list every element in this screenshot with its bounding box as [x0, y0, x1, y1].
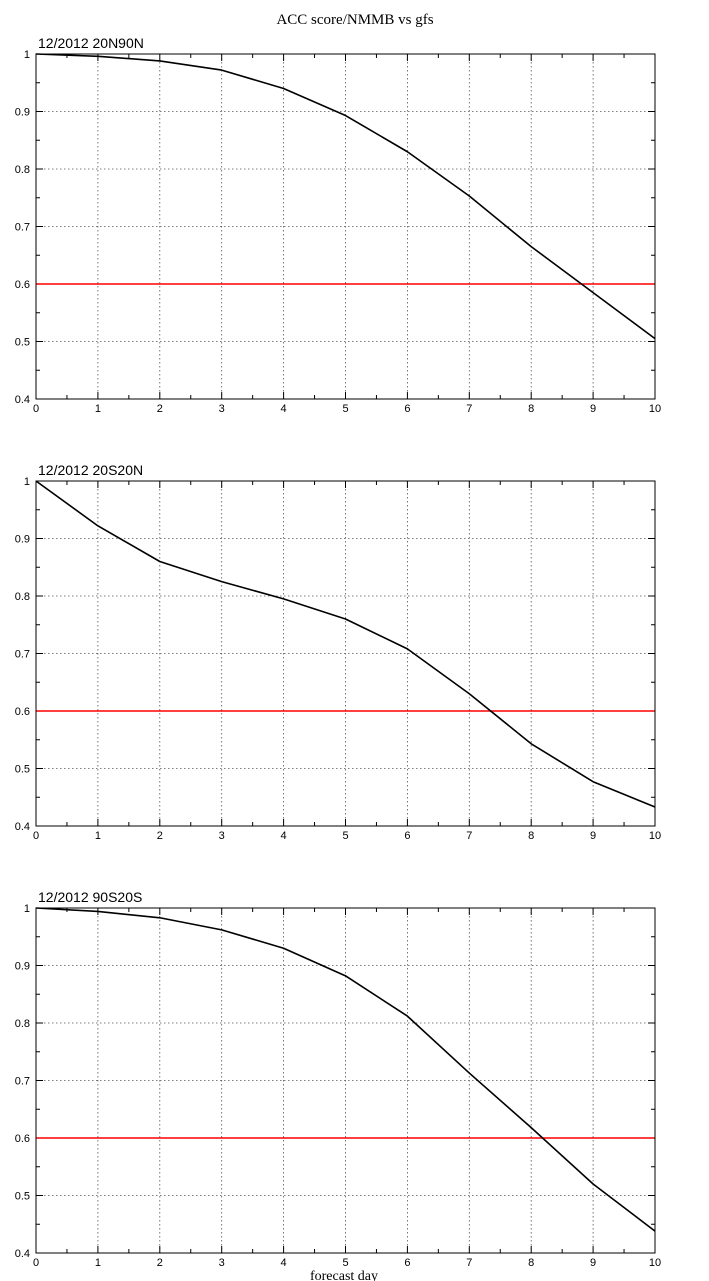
x-tick-label: 9 [590, 830, 596, 842]
y-tick-label: 0.9 [15, 961, 30, 973]
x-tick-label: 2 [157, 403, 163, 415]
panel-title: 12/2012 20N90N [38, 35, 144, 51]
panel-title: 12/2012 20S20N [38, 462, 143, 478]
x-tick-label: 7 [466, 1257, 472, 1269]
y-tick-label: 0.7 [15, 1076, 30, 1088]
x-tick-label: 4 [281, 830, 287, 842]
x-tick-label: 3 [219, 403, 225, 415]
y-tick-label: 0.5 [15, 764, 30, 776]
x-tick-label: 0 [33, 1257, 39, 1269]
x-tick-label: 2 [157, 830, 163, 842]
plot-frame [35, 53, 656, 400]
y-tick-label: 1 [24, 903, 30, 915]
y-tick-label: 0.4 [15, 1248, 30, 1260]
panel-90s20s: 12/2012 90S20S 0 1 2 3 4 5 6 7 8 9 10 0.4 0.5 0.6 0.7 0.… [15, 889, 661, 1269]
y-tick-label: 0.6 [15, 706, 30, 718]
x-tick-label: 4 [281, 403, 287, 415]
x-tick-label: 10 [649, 1257, 661, 1269]
x-tick-label: 0 [33, 403, 39, 415]
x-tick-label: 9 [590, 403, 596, 415]
x-tick-label: 8 [528, 403, 534, 415]
y-tick-label: 0.5 [15, 1191, 30, 1203]
y-tick-label: 0.9 [15, 107, 30, 119]
figure-title: ACC score/NMMB vs gfs [276, 12, 433, 28]
x-tick-label: 0 [33, 830, 39, 842]
y-tick-label: 0.6 [15, 279, 30, 291]
panel-20s20n: 12/2012 20S20N 0 1 2 3 4 5 6 7 8 9 10 0.4 0.5 0.6 0.7 0.… [15, 462, 661, 842]
y-tick-label: 0.6 [15, 1133, 30, 1145]
y-tick-label: 0.8 [15, 164, 30, 176]
y-tick-label: 0.8 [15, 1018, 30, 1030]
x-tick-label: 2 [157, 1257, 163, 1269]
x-tick-label: 6 [404, 1257, 410, 1269]
y-tick-label: 0.4 [15, 394, 30, 406]
y-tick-label: 0.7 [15, 649, 30, 661]
y-tick-label: 0.9 [15, 534, 30, 546]
y-tick-label: 0.5 [15, 337, 30, 349]
y-tick-label: 1 [24, 49, 30, 61]
x-tick-label: 7 [466, 403, 472, 415]
x-tick-label: 5 [342, 1257, 348, 1269]
x-tick-label: 10 [649, 403, 661, 415]
x-tick-label: 1 [95, 1257, 101, 1269]
x-tick-label: 1 [95, 403, 101, 415]
x-tick-label: 4 [281, 1257, 287, 1269]
y-tick-label: 0.4 [15, 821, 30, 833]
x-tick-label: 10 [649, 830, 661, 842]
x-tick-label: 8 [528, 830, 534, 842]
acc-series-line [35, 53, 656, 340]
y-tick-label: 1 [24, 476, 30, 488]
x-axis-label: forecast day [310, 1269, 378, 1281]
x-tick-label: 9 [590, 1257, 596, 1269]
x-tick-label: 7 [466, 830, 472, 842]
plot-frame [35, 480, 656, 827]
panel-title: 12/2012 90S20S [38, 889, 142, 905]
x-tick-label: 5 [342, 403, 348, 415]
x-tick-label: 8 [528, 1257, 534, 1269]
acc-series-line [35, 480, 656, 808]
x-tick-label: 3 [219, 1257, 225, 1269]
x-tick-label: 6 [404, 403, 410, 415]
panel-20n90n: 12/2012 20N90N 0 1 2 3 4 5 6 7 8 9 10 0.4 0.5 0.6 0.7 0.… [15, 35, 661, 415]
x-tick-label: 3 [219, 830, 225, 842]
x-tick-label: 6 [404, 830, 410, 842]
x-tick-label: 1 [95, 830, 101, 842]
plot-frame [35, 907, 656, 1254]
y-tick-label: 0.7 [15, 222, 30, 234]
acc-series-line [35, 907, 656, 1232]
y-tick-label: 0.8 [15, 591, 30, 603]
x-tick-label: 5 [342, 830, 348, 842]
